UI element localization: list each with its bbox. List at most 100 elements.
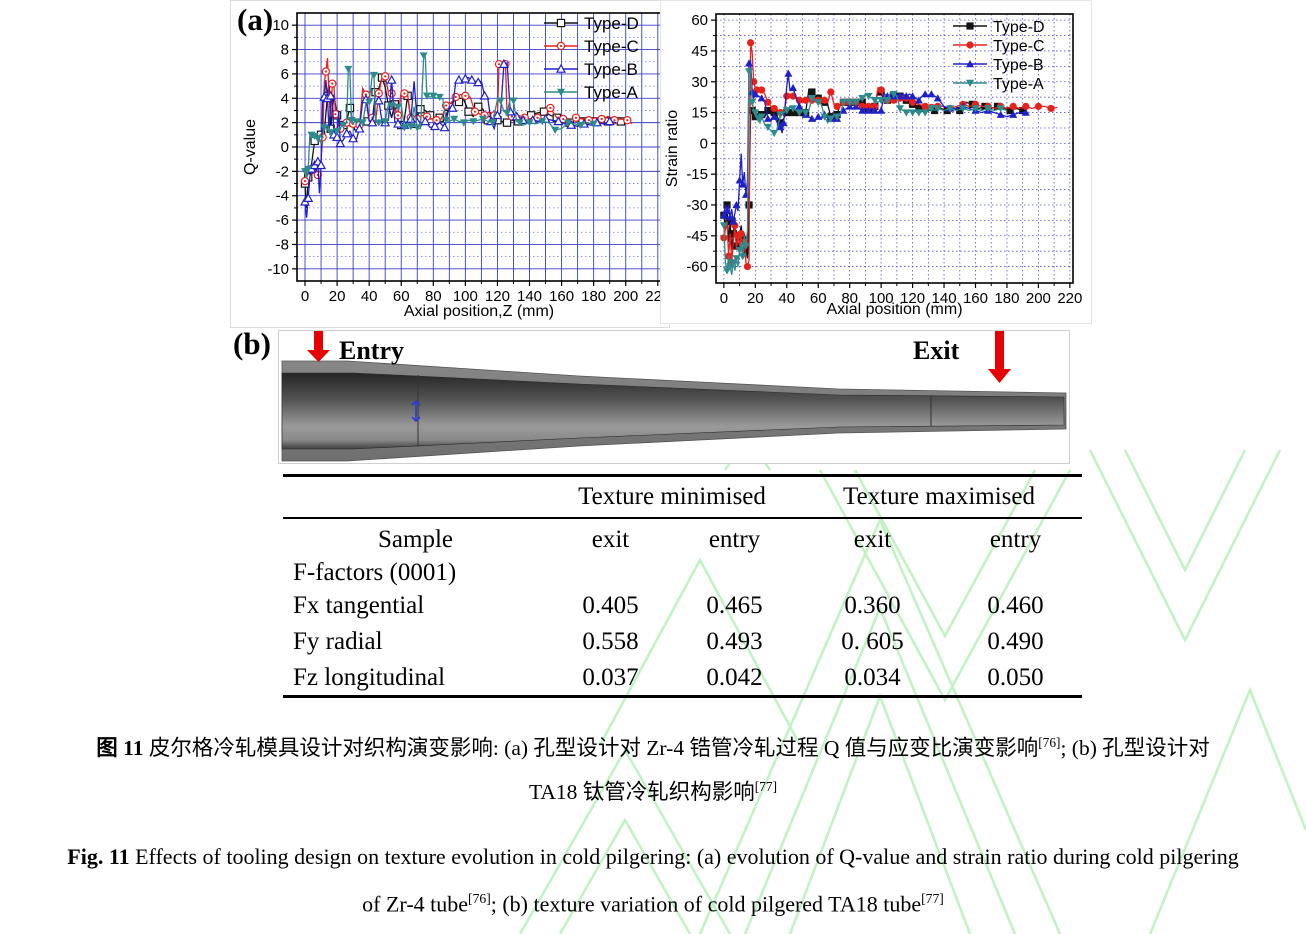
col-header-exit-2: exit <box>853 526 892 553</box>
svg-text:Type-C: Type-C <box>993 38 1045 55</box>
svg-text:-2: -2 <box>276 163 289 180</box>
f-factor-table: Texture minimised Texture maximised Samp… <box>283 474 1083 698</box>
strain-ratio-chart-panel: 0 20 40 60 80 100 120 140 160 180 200 220 -60 -45 -30 -… <box>660 0 1092 324</box>
svg-text:160: 160 <box>963 290 988 307</box>
svg-text:Type-B: Type-B <box>993 57 1044 74</box>
exit-label: Exit <box>913 336 960 365</box>
cell: 0.034 <box>844 664 901 691</box>
cell: 0.490 <box>987 628 1044 655</box>
axis-marker-icon <box>411 399 421 423</box>
svg-text:0: 0 <box>700 135 708 152</box>
reference-77: [77] <box>921 891 944 906</box>
svg-text:60: 60 <box>393 288 410 305</box>
svg-text:140: 140 <box>517 288 542 305</box>
col-header-entry-2: entry <box>989 526 1042 553</box>
q-value-chart-panel: 0 20 40 60 80 100 120 140 160 180 200 220 -10 -8 -6 -4-… <box>230 0 670 328</box>
q-value-chart: 0 20 40 60 80 100 120 140 160 180 200 220-10-8-6-4-… <box>242 12 670 320</box>
reference-76: [76] <box>468 891 491 906</box>
svg-text:-6: -6 <box>276 212 289 229</box>
svg-text:0: 0 <box>281 139 289 156</box>
svg-text:-15: -15 <box>686 166 708 183</box>
caption-english-line1: Fig. 11 Effects of tooling design on tex… <box>67 844 1239 869</box>
svg-text:Type-A: Type-A <box>993 76 1044 93</box>
table-group-header-row: Texture minimised Texture maximised <box>283 475 1083 519</box>
svg-text:Type-D: Type-D <box>584 14 639 33</box>
svg-text:120: 120 <box>900 290 925 307</box>
table-section-row: F-factors (0001) <box>283 558 1082 587</box>
table-corner-cell <box>283 475 548 519</box>
svg-text:160: 160 <box>549 288 574 305</box>
svg-text:45: 45 <box>691 43 708 60</box>
cell: 0. 605 <box>841 628 904 655</box>
svg-text:8: 8 <box>281 42 289 59</box>
section-label: F-factors (0001) <box>293 559 457 586</box>
reference-76: [76] <box>1038 734 1061 750</box>
cell: 0.037 <box>582 664 639 691</box>
cell: 0.050 <box>987 664 1044 691</box>
svg-text:-30: -30 <box>686 197 708 214</box>
reference-77: [77] <box>754 778 778 794</box>
cell: 0.042 <box>706 664 763 691</box>
svg-text:-8: -8 <box>276 236 289 253</box>
svg-text:60: 60 <box>691 12 708 29</box>
svg-text:100: 100 <box>453 288 478 305</box>
cell: 0.465 <box>706 592 763 619</box>
entry-label: Entry <box>339 336 404 365</box>
cell: 0.493 <box>706 628 763 655</box>
table-row: Fy radial 0.558 0.493 0. 605 0.490 <box>283 623 1082 659</box>
svg-text:6: 6 <box>281 66 289 83</box>
svg-text:-10: -10 <box>267 261 289 278</box>
svg-text:80: 80 <box>841 290 858 307</box>
svg-text:10: 10 <box>272 17 289 34</box>
tube-inner-bore <box>281 372 1065 450</box>
row-label: Fy radial <box>293 628 383 655</box>
svg-text:Q-value: Q-value <box>242 119 259 175</box>
svg-text:200: 200 <box>613 288 638 305</box>
group-header-maximised: Texture maximised <box>796 475 1083 519</box>
col-header-sample: Sample <box>378 526 453 553</box>
svg-text:180: 180 <box>994 290 1019 307</box>
svg-text:Axial position,Z (mm): Axial position,Z (mm) <box>404 303 554 320</box>
figure-number-en: Fig. 11 <box>67 844 130 869</box>
table-column-header-row: Sample exit entry exit entry <box>283 518 1082 558</box>
panel-b-label: (b) <box>233 326 271 361</box>
svg-text:Strain ratio: Strain ratio <box>664 110 681 187</box>
row-label: Fx tangential <box>293 592 425 619</box>
svg-text:40: 40 <box>361 288 378 305</box>
svg-text:Type-C: Type-C <box>584 37 639 56</box>
svg-text:Type-B: Type-B <box>584 60 638 79</box>
entry-arrow-icon <box>307 331 330 362</box>
col-header-exit-1: exit <box>591 526 630 553</box>
svg-text:180: 180 <box>581 288 606 305</box>
svg-text:140: 140 <box>932 290 957 307</box>
table-row: Fx tangential 0.405 0.465 0.360 0.460 <box>283 587 1082 623</box>
svg-text:Type-D: Type-D <box>993 19 1045 36</box>
strain-ratio-chart: 0 20 40 60 80 100 120 140 160 180 200 220 -60 -45 -30 -… <box>664 12 1082 318</box>
tube-render-panel: Entry Exit <box>278 330 1070 464</box>
svg-text:Axial position (mm): Axial position (mm) <box>826 301 962 318</box>
panel-a-label: (a) <box>237 2 274 37</box>
tube-render: Entry Exit <box>281 331 1067 462</box>
exit-arrow-icon <box>988 331 1011 383</box>
caption-chinese-line2: TA18 钛管冷轧织构影响[77] <box>528 778 778 804</box>
caption-english-line2: of Zr-4 tube[76]; (b) texture variation … <box>362 891 944 917</box>
caption-chinese-line1: 图 11 皮尔格冷轧模具设计对织构演变影响: (a) 孔型设计对 Zr-4 锆管… <box>96 734 1210 760</box>
col-header-entry-1: entry <box>708 526 761 553</box>
cell: 0.360 <box>844 592 901 619</box>
svg-text:100: 100 <box>869 290 894 307</box>
svg-text:-60: -60 <box>686 259 708 276</box>
cell: 0.558 <box>582 628 639 655</box>
row-label: Fz longitudinal <box>293 664 446 691</box>
figure-number-cn: 图 11 <box>96 736 144 760</box>
svg-text:15: 15 <box>691 105 708 122</box>
svg-text:0: 0 <box>301 288 309 305</box>
svg-text:-4: -4 <box>276 188 289 205</box>
svg-text:200: 200 <box>1026 290 1051 307</box>
svg-text:20: 20 <box>329 288 346 305</box>
cell: 0.460 <box>987 592 1044 619</box>
svg-text:40: 40 <box>778 290 795 307</box>
svg-text:Type-A: Type-A <box>584 83 639 102</box>
svg-text:120: 120 <box>485 288 510 305</box>
svg-text:4: 4 <box>281 90 289 107</box>
